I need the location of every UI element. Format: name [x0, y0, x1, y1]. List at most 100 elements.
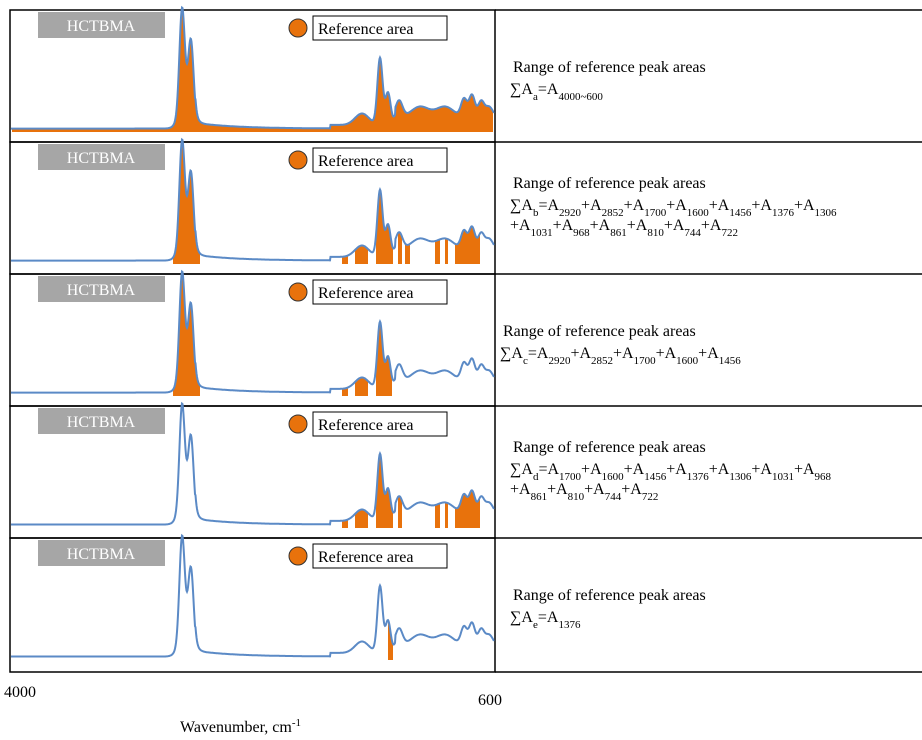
- formula-text: =A: [528, 345, 549, 362]
- spectrum: [11, 401, 495, 526]
- legend-text: Reference area: [318, 417, 413, 434]
- legend-box: [312, 147, 448, 173]
- panel: HCTBMA Reference area Range of reference p…: [9, 5, 922, 143]
- sample-label: HCTBMA: [67, 546, 136, 563]
- legend-box: [312, 15, 448, 41]
- formula-text: +A: [547, 481, 568, 498]
- reference-area: [435, 239, 440, 264]
- formula-sub: 861: [531, 491, 548, 503]
- legend-box: [312, 543, 448, 569]
- reference-area: [355, 509, 368, 528]
- axis-title-sup: -1: [292, 717, 301, 729]
- sample-label-box: [38, 144, 165, 170]
- reference-area: [398, 232, 402, 264]
- panels: HCTBMA Reference area Range of reference p…: [9, 5, 922, 673]
- legend-text: Reference area: [318, 285, 413, 302]
- formula-text: +A: [666, 461, 687, 478]
- axis-left-label: 4000: [4, 684, 36, 701]
- formula-sub: 2852: [591, 355, 613, 367]
- formula-text: +A: [624, 197, 645, 214]
- sample-label-box: [38, 276, 165, 302]
- panel-frame: [9, 537, 496, 673]
- formula-sub: 1376: [558, 619, 581, 631]
- formula-sub: d: [533, 471, 539, 483]
- formula-text: +A: [666, 197, 687, 214]
- reference-area: [173, 139, 200, 264]
- heading: Range of reference peak areas: [513, 59, 706, 76]
- legend-marker: [288, 414, 308, 434]
- legend-marker: [288, 546, 308, 566]
- formula-text: +A: [624, 461, 645, 478]
- formula-sub: 968: [573, 227, 590, 239]
- formula-text: +A: [613, 345, 634, 362]
- formula-text: +A: [794, 461, 815, 478]
- formula-sub: 861: [610, 227, 627, 239]
- formula-sub: 1306: [815, 207, 838, 219]
- formula-sub: 2920: [559, 207, 582, 219]
- legend-text: Reference area: [318, 153, 413, 170]
- reference-area: [455, 226, 480, 264]
- legend-text: Reference area: [318, 549, 413, 566]
- spectrum: [11, 137, 495, 262]
- formula-sub: e: [533, 619, 538, 631]
- formula: ∑Ae=A1376: [510, 609, 581, 631]
- reference-area: [376, 453, 393, 528]
- sample-label-box: [38, 408, 165, 434]
- spectrum: [11, 533, 495, 658]
- formula-text: =A: [538, 197, 559, 214]
- formula-sub: 810: [568, 491, 585, 503]
- axis-right-label: 600: [478, 692, 502, 709]
- formula: ∑Ac=A2920+A2852+A1700+A1600+A1456: [500, 345, 741, 367]
- formula-sub: 1456: [729, 207, 752, 219]
- formula-text: +A: [794, 197, 815, 214]
- legend-box: [312, 411, 448, 437]
- formula-text: +A: [570, 345, 591, 362]
- formula-text: ∑A: [510, 461, 533, 478]
- axis-title: Wavenumber, cm-1: [180, 717, 301, 736]
- formula-text: +A: [627, 217, 648, 234]
- formula-text: ∑A: [500, 345, 523, 362]
- sample-label: HCTBMA: [67, 18, 136, 35]
- formula-text: +A: [581, 461, 602, 478]
- formula-text: +A: [581, 197, 602, 214]
- heading: Range of reference peak areas: [513, 439, 706, 456]
- formula-sub: 744: [684, 227, 701, 239]
- formula-text: +A: [510, 481, 531, 498]
- formula-sub: 2920: [548, 355, 571, 367]
- panel: HCTBMA Reference area Range of reference p…: [9, 533, 922, 673]
- reference-area: [355, 377, 368, 396]
- spectrum: [11, 5, 495, 130]
- formula-text: +A: [751, 461, 772, 478]
- formula-sub: 1600: [687, 207, 710, 219]
- formula: ∑Aa=A4000~600: [510, 81, 603, 103]
- formula-text: +A: [621, 481, 642, 498]
- formula-sub: 744: [605, 491, 622, 503]
- formula: ∑Ab=A2920+A2852+A1700+A1600+A1456+A1376+…: [510, 197, 837, 219]
- formula-text: +A: [590, 217, 611, 234]
- formula-sub: a: [533, 91, 538, 103]
- formula-sub: 722: [721, 227, 738, 239]
- formula-sub: 1306: [729, 471, 752, 483]
- sample-label: HCTBMA: [67, 414, 136, 431]
- formula-text: +A: [656, 345, 677, 362]
- formula-text: +A: [510, 217, 531, 234]
- reference-area: [445, 502, 448, 528]
- formula-sub: 1031: [531, 227, 553, 239]
- formula-text: +A: [698, 345, 719, 362]
- formula-text: +A: [701, 217, 722, 234]
- reference-area: [12, 7, 493, 133]
- spectrum: [11, 269, 495, 394]
- reference-area: [455, 490, 480, 528]
- formula-sub: b: [533, 207, 539, 219]
- formula-sub: 1031: [772, 471, 794, 483]
- axis-title-text: Wavenumber, cm: [180, 719, 292, 736]
- formula-sub: 2852: [602, 207, 624, 219]
- formula-sub: 810: [647, 227, 664, 239]
- formula-sub: c: [523, 355, 528, 367]
- heading: Range of reference peak areas: [503, 323, 696, 340]
- formula-text: +A: [664, 217, 685, 234]
- formula-sub: 1600: [602, 471, 625, 483]
- legend-marker: [288, 18, 308, 38]
- formula-text: =A: [538, 461, 559, 478]
